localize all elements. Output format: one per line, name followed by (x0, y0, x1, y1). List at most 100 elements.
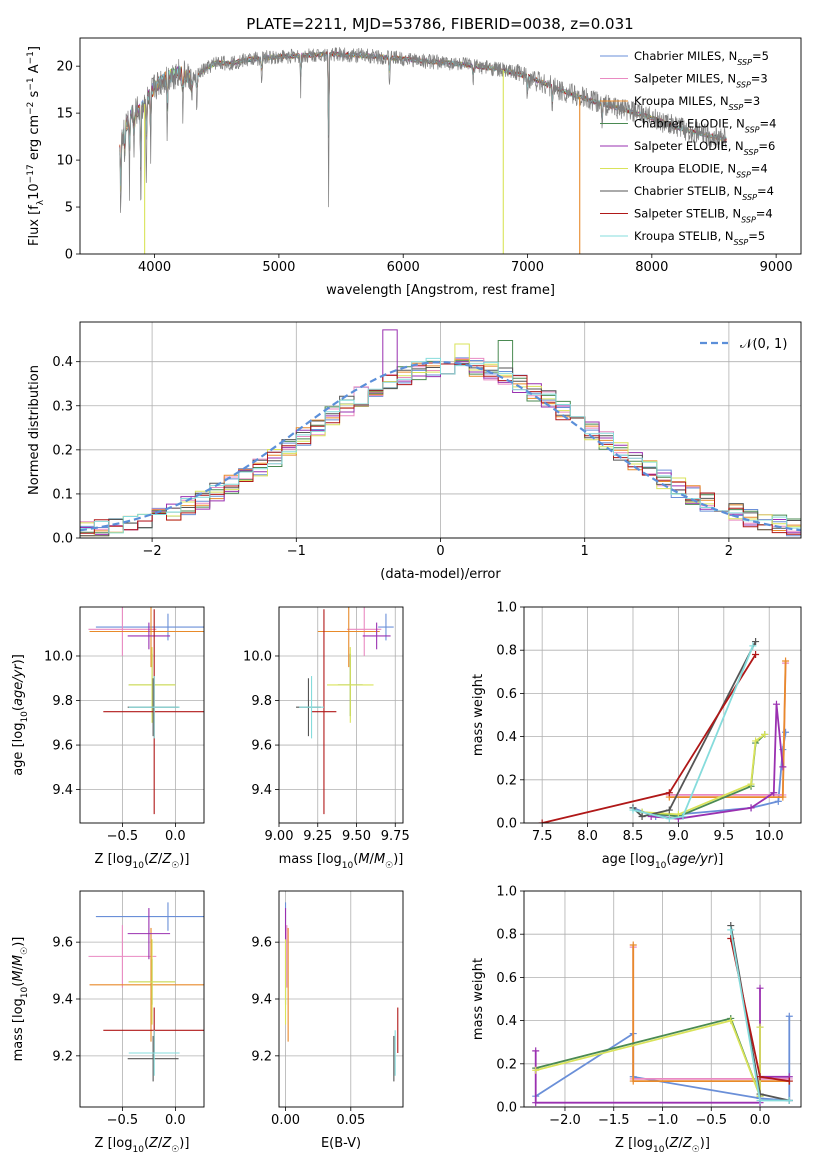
legend-label-kroupa-stelib: Kroupa STELIB, NSSP=5 (634, 229, 765, 247)
axes-frame (79, 606, 205, 824)
massweight_vs_age-x-axis-label: age [log10(age/yr)] (602, 852, 724, 871)
x-tick-label: 7.5 (532, 829, 553, 844)
y-tick-label: 9.4 (251, 993, 272, 1008)
y-tick-label: 0.1 (52, 487, 73, 502)
weight-line-kroupa-stelib (632, 645, 754, 820)
y-tick-label: 0 (65, 248, 73, 263)
panel-massweight_vs_Z: −2.0 −1.5 −1.0 −0.5 0.0 0.0 0.2 0.4 0.6 0.8 1.0 Z [… (471, 885, 802, 1155)
y-tick-label: 0.6 (496, 971, 517, 986)
spectrum-data-line (119, 47, 727, 213)
weight-marker-salpeter-elodie (779, 763, 787, 771)
weight-marker-salpeter-elodie (532, 1099, 540, 1107)
spectrum-y-axis-label: Flux [fλ10−17 erg cm−2 s−1 A−1] (26, 46, 46, 246)
axes-frame (523, 890, 802, 1108)
x-tick-label: 8.5 (623, 829, 644, 844)
panel-mass_vs_ebv: 0.00 0.05 9.2 9.4 9.6 (251, 890, 404, 1128)
age_vs_Z-x-axis-label: Z [log10(Z/Z☉)] (95, 852, 190, 871)
weight-line-chabrier-stelib (632, 641, 757, 818)
mass_vs_Z-y-axis-label: mass [log10(M/M☉)] (11, 937, 30, 1062)
plot-area-massweight_vs_age (538, 638, 790, 823)
y-tick-label: 9.2 (52, 1049, 73, 1064)
legend-label-salpeter-stelib: Salpeter STELIB, NSSP=4 (634, 207, 773, 225)
panel-age_vs_Z: −0.5 0.0 9.4 9.6 9.8 10.0 Z [log10(Z/Z☉)] age [… (11, 606, 205, 871)
age_vs_mass-x-axis-label: mass [log10(M/M☉)] (279, 852, 404, 871)
weight-marker-chabrier-stelib (638, 813, 646, 821)
x-tick-label: 0.05 (336, 1113, 365, 1128)
y-tick-label: 5 (65, 201, 73, 216)
y-tick-label: 0.6 (496, 687, 517, 702)
weight-marker-kroupa-stelib (665, 815, 673, 823)
y-tick-label: 0.2 (52, 443, 73, 458)
y-tick-label: 15 (56, 107, 73, 122)
weight-marker-kroupa-miles (779, 793, 787, 801)
legend-label-chabrier-miles: Chabrier MILES, NSSP=5 (634, 49, 769, 67)
y-tick-label: 9.4 (251, 783, 272, 798)
x-tick-label: −0.5 (695, 1113, 727, 1128)
x-tick-label: 9.5 (713, 829, 734, 844)
weight-marker-salpeter-elodie (747, 804, 755, 812)
y-tick-label: 9.8 (251, 694, 272, 709)
plot-area-age_vs_Z (88, 607, 204, 815)
spectrum-legend: Chabrier MILES, NSSP=5 Salpeter MILES, NS… (600, 49, 776, 247)
massweight_vs_Z-x-axis-label: Z [log10(Z/Z☉)] (615, 1136, 710, 1155)
mass_vs_Z-x-axis-label: Z [log10(Z/Z☉)] (95, 1136, 190, 1155)
weight-marker-kroupa-stelib (785, 1097, 793, 1105)
age_vs_Z-y-axis-label: age [log10(age/yr)] (11, 654, 30, 776)
axes-frame (278, 890, 404, 1108)
weight-marker-kroupa-stelib (727, 926, 735, 934)
x-tick-label: −1 (287, 544, 306, 559)
x-tick-label: 10.0 (755, 829, 784, 844)
plot-area-massweight_vs_Z (532, 922, 793, 1107)
legend-label-salpeter-miles: Salpeter MILES, NSSP=3 (634, 72, 768, 90)
panel-residual_distribution: −2 −1 0 1 2 0.0 0.1 0.2 0.3 0.4 (data-model)/error… (27, 321, 802, 582)
weight-marker-salpeter-elodie (772, 700, 780, 708)
weight-marker-salpeter-stelib (785, 1077, 793, 1085)
histogram-x-axis-label: (data-model)/error (380, 567, 501, 582)
weight-marker-chabrier-miles (782, 728, 790, 736)
y-tick-label: 10.0 (44, 649, 73, 664)
x-tick-label: −0.5 (107, 1113, 139, 1128)
panel-age_vs_mass: 9.00 9.25 9.50 9.75 9.4 9.6 9.8 10.0 mass [log10… (243, 606, 410, 871)
weight-marker-kroupa-stelib (756, 1097, 764, 1105)
weight-marker-kroupa-stelib (679, 813, 687, 821)
x-tick-label: 1 (581, 544, 589, 559)
x-tick-label: 0.00 (271, 1113, 300, 1128)
weight-marker-kroupa-elodie (727, 1017, 735, 1025)
y-tick-label: 9.6 (52, 936, 73, 951)
x-tick-label: 0.0 (165, 829, 186, 844)
x-tick-label: 9.75 (381, 829, 410, 844)
x-tick-label: −1.5 (598, 1113, 630, 1128)
y-tick-label: 0.8 (496, 644, 517, 659)
x-tick-label: 8000 (635, 260, 668, 275)
y-tick-label: 9.6 (251, 936, 272, 951)
weight-marker-salpeter-stelib (752, 651, 760, 659)
x-tick-label: 2 (725, 544, 733, 559)
x-tick-label: 7000 (511, 260, 544, 275)
massweight_vs_age-y-axis-label: mass weight (471, 674, 486, 756)
spectrum-x-axis-label: wavelength [Angstrom, rest frame] (326, 283, 555, 298)
y-tick-label: 10 (56, 154, 73, 169)
y-tick-label: 9.4 (52, 993, 73, 1008)
x-tick-label: −2 (143, 544, 162, 559)
panels: 4000 5000 6000 7000 8000 9000 0 5 10 15 20 waveleng… (11, 37, 802, 1155)
weight-marker-salpeter-elodie (756, 984, 764, 992)
plot-area-age_vs_mass (296, 607, 394, 815)
axes-frame (79, 37, 802, 255)
x-tick-label: 9000 (760, 260, 793, 275)
weight-line-kroupa-elodie (535, 1019, 761, 1097)
axes-frame (79, 890, 205, 1108)
weight-line-chabrier-miles (535, 1016, 791, 1102)
x-tick-label: 6000 (387, 260, 420, 275)
weight-marker-kroupa-miles (782, 657, 790, 665)
x-tick-label: −2.0 (549, 1113, 581, 1128)
x-tick-label: 5000 (262, 260, 295, 275)
x-tick-label: 9.25 (303, 829, 332, 844)
x-tick-label: 4000 (138, 260, 171, 275)
weight-marker-salpeter-elodie (770, 789, 778, 797)
weight-marker-kroupa-elodie (747, 780, 755, 788)
y-tick-label: 20 (56, 60, 73, 75)
weight-marker-salpeter-elodie (532, 1047, 540, 1055)
x-tick-label: −0.5 (107, 829, 139, 844)
